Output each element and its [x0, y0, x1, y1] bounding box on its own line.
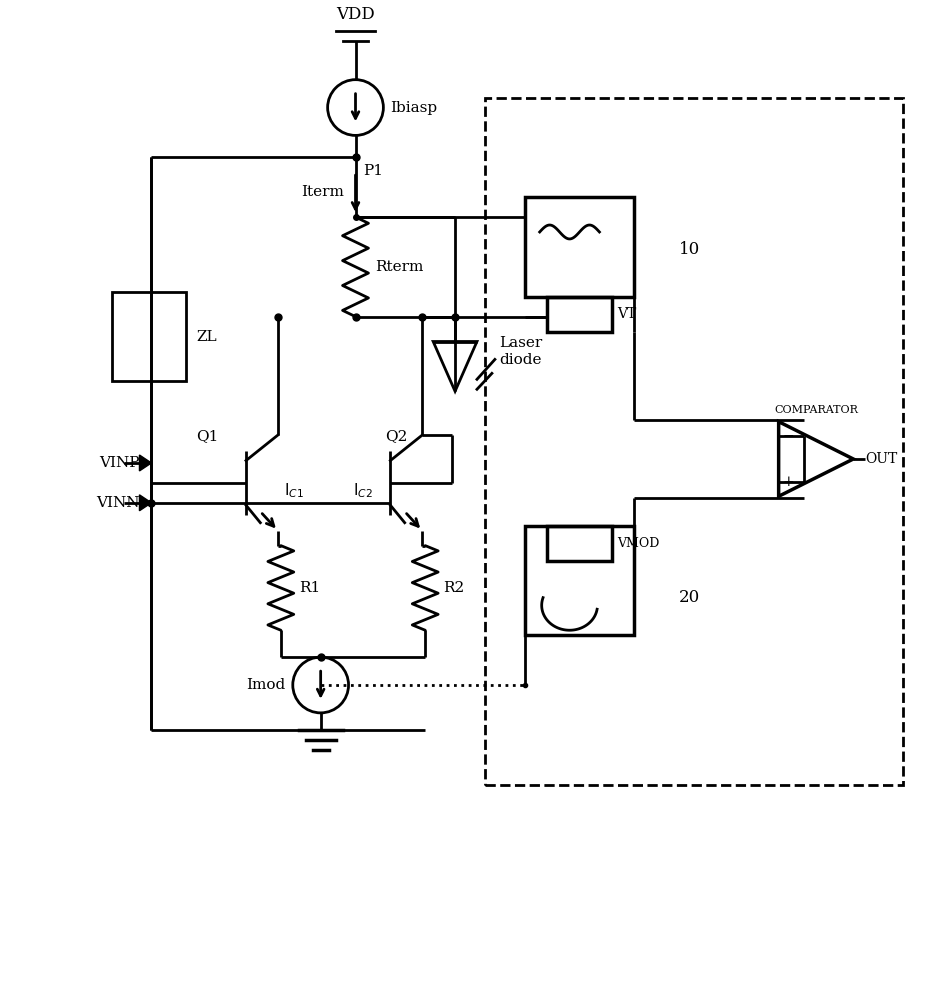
- Text: Ibiasp: Ibiasp: [391, 101, 438, 115]
- Text: 20: 20: [679, 589, 700, 606]
- Text: Rterm: Rterm: [375, 260, 423, 274]
- Text: VMOD: VMOD: [617, 537, 660, 550]
- Bar: [112, 292, 186, 381]
- Text: VDD: VDD: [336, 6, 375, 23]
- Text: −: −: [783, 429, 794, 443]
- Bar: [525, 197, 634, 297]
- Text: ZL: ZL: [197, 330, 216, 344]
- Text: I$_{C1}$: I$_{C1}$: [284, 481, 304, 500]
- Text: P1: P1: [363, 164, 384, 178]
- Text: Iterm: Iterm: [301, 185, 343, 199]
- Bar: [485, 98, 903, 785]
- Text: R2: R2: [443, 581, 464, 595]
- Polygon shape: [139, 495, 152, 511]
- Bar: [547, 526, 613, 561]
- Text: Q2: Q2: [386, 429, 407, 443]
- Text: 10: 10: [679, 241, 700, 258]
- Text: Laser
diode: Laser diode: [499, 336, 542, 367]
- Text: OUT: OUT: [866, 452, 898, 466]
- Bar: [547, 297, 613, 332]
- Text: Q1: Q1: [196, 429, 218, 443]
- Text: COMPARATOR: COMPARATOR: [774, 405, 858, 415]
- Polygon shape: [139, 455, 152, 471]
- Text: +: +: [783, 475, 794, 489]
- Text: VINP: VINP: [99, 456, 139, 470]
- Text: Imod: Imod: [247, 678, 286, 692]
- Bar: [525, 526, 634, 635]
- Text: I$_{C2}$: I$_{C2}$: [353, 481, 373, 500]
- Text: VT: VT: [617, 307, 637, 321]
- Text: VINN: VINN: [96, 496, 139, 510]
- Text: R1: R1: [298, 581, 320, 595]
